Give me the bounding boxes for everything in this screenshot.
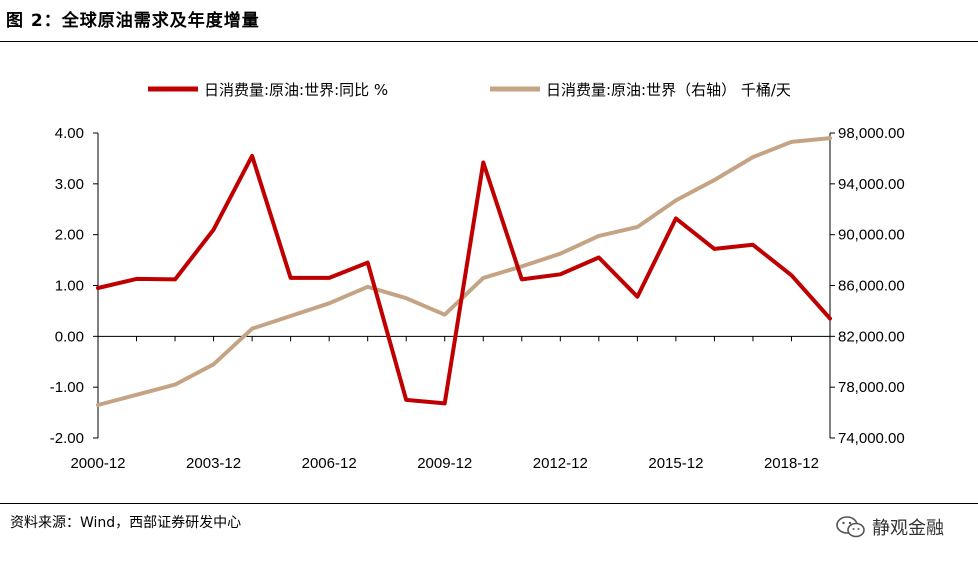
footer-divider	[0, 503, 978, 504]
legend-item-yoy: 日消费量:原油:世界:同比 %	[148, 81, 388, 99]
watermark-text: 静观金融	[872, 518, 944, 539]
figure-title: 图 2：全球原油需求及年度增量	[6, 11, 260, 31]
y-right-tick-label: 74,000.00	[838, 430, 905, 447]
source-note: 资料来源：Wind，西部证券研发中心	[10, 515, 242, 531]
y-left-tick-label: -1.00	[50, 379, 84, 396]
x-tick-label: 2015-12	[648, 455, 703, 472]
legend-item-volume: 日消费量:原油:世界（右轴） 千桶/天	[490, 81, 791, 99]
y-left-tick-label: 1.00	[55, 278, 84, 295]
x-tick-label: 2000-12	[70, 455, 125, 472]
y-left-tick-label: 3.00	[55, 176, 84, 193]
x-tick-label: 2009-12	[417, 455, 472, 472]
legend-label: 日消费量:原油:世界（右轴） 千桶/天	[546, 81, 791, 99]
x-tick-label: 2003-12	[186, 455, 241, 472]
y-right-tick-label: 86,000.00	[838, 278, 905, 295]
wechat-icon	[836, 516, 865, 538]
chart: 4.00 3.00 2.00 1.00 0.00 -1.00 -2.00 98,000.00 9…	[50, 81, 905, 472]
y-right-tick-label: 82,000.00	[838, 328, 905, 345]
y-right-tick-label: 90,000.00	[838, 227, 905, 244]
watermark: 静观金融	[836, 514, 944, 540]
y-left-tick-label: 0.00	[55, 328, 84, 345]
y-right-tick-label: 98,000.00	[838, 125, 905, 142]
y-left-tick-label: 4.00	[55, 125, 84, 142]
x-tick-label: 2006-12	[302, 455, 357, 472]
series-line-volume	[96, 136, 832, 407]
x-tick-label: 2018-12	[764, 455, 819, 472]
x-tick-label: 2012-12	[533, 455, 588, 472]
y-left-tick-label: -2.00	[50, 430, 84, 447]
legend-label: 日消费量:原油:世界:同比 %	[204, 81, 388, 99]
series-line-yoy	[96, 153, 832, 406]
y-right-tick-label: 94,000.00	[838, 176, 905, 193]
title-divider	[0, 41, 978, 42]
y-right-tick-label: 78,000.00	[838, 379, 905, 396]
y-left-tick-label: 2.00	[55, 227, 84, 244]
